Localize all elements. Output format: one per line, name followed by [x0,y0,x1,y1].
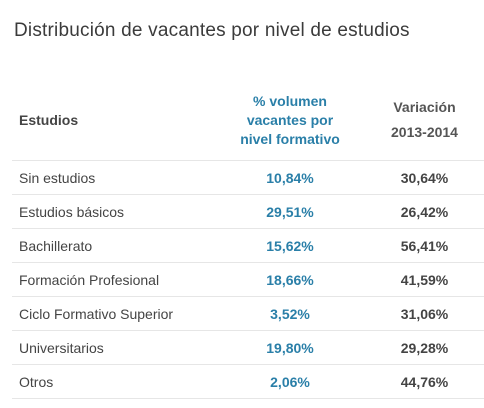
cell-estudios: Bachillerato [12,228,215,263]
table-row: Bachillerato 15,62% 56,41% [12,228,484,263]
cell-volumen: 3,52% [215,296,365,331]
table-row: Estudios básicos 29,51% 26,42% [12,194,484,229]
table-row: Otros 2,06% 44,76% [12,364,484,399]
table-row: Universitarios 19,80% 29,28% [12,330,484,365]
cell-volumen: 29,51% [215,194,365,229]
cell-estudios: Universitarios [12,330,215,365]
vacancies-table: Estudios % volumen vacantes por nivel fo… [12,80,484,399]
cell-variacion: 44,76% [365,364,484,399]
table-row: Sin estudios 10,84% 30,64% [12,160,484,195]
cell-variacion: 56,41% [365,228,484,263]
header-variacion-line-1: Variación [393,99,456,115]
header-variacion: Variación 2013-2014 [365,80,484,161]
cell-variacion: 31,06% [365,296,484,331]
cell-volumen: 15,62% [215,228,365,263]
table-header-row: Estudios % volumen vacantes por nivel fo… [12,80,484,161]
cell-estudios: Formación Profesional [12,262,215,297]
header-estudios: Estudios [12,80,215,161]
header-volumen-line-3: nivel formativo [240,130,340,147]
table-row: Formación Profesional 18,66% 41,59% [12,262,484,297]
cell-estudios: Sin estudios [12,160,215,195]
header-variacion-line-2: 2013-2014 [391,124,458,140]
cell-volumen: 18,66% [215,262,365,297]
cell-variacion: 26,42% [365,194,484,229]
header-volumen: % volumen vacantes por nivel formativo [215,80,365,161]
header-volumen-line-2: vacantes por [246,111,334,128]
cell-estudios: Ciclo Formativo Superior [12,296,215,331]
header-volumen-line-1: % volumen [253,92,327,109]
cell-volumen: 19,80% [215,330,365,365]
cell-estudios: Estudios básicos [12,194,215,229]
cell-volumen: 10,84% [215,160,365,195]
cell-variacion: 29,28% [365,330,484,365]
page-title: Distribución de vacantes por nivel de es… [14,20,410,41]
cell-volumen: 2,06% [215,364,365,399]
table-row: Ciclo Formativo Superior 3,52% 31,06% [12,296,484,331]
cell-variacion: 41,59% [365,262,484,297]
cell-estudios: Otros [12,364,215,399]
cell-variacion: 30,64% [365,160,484,195]
